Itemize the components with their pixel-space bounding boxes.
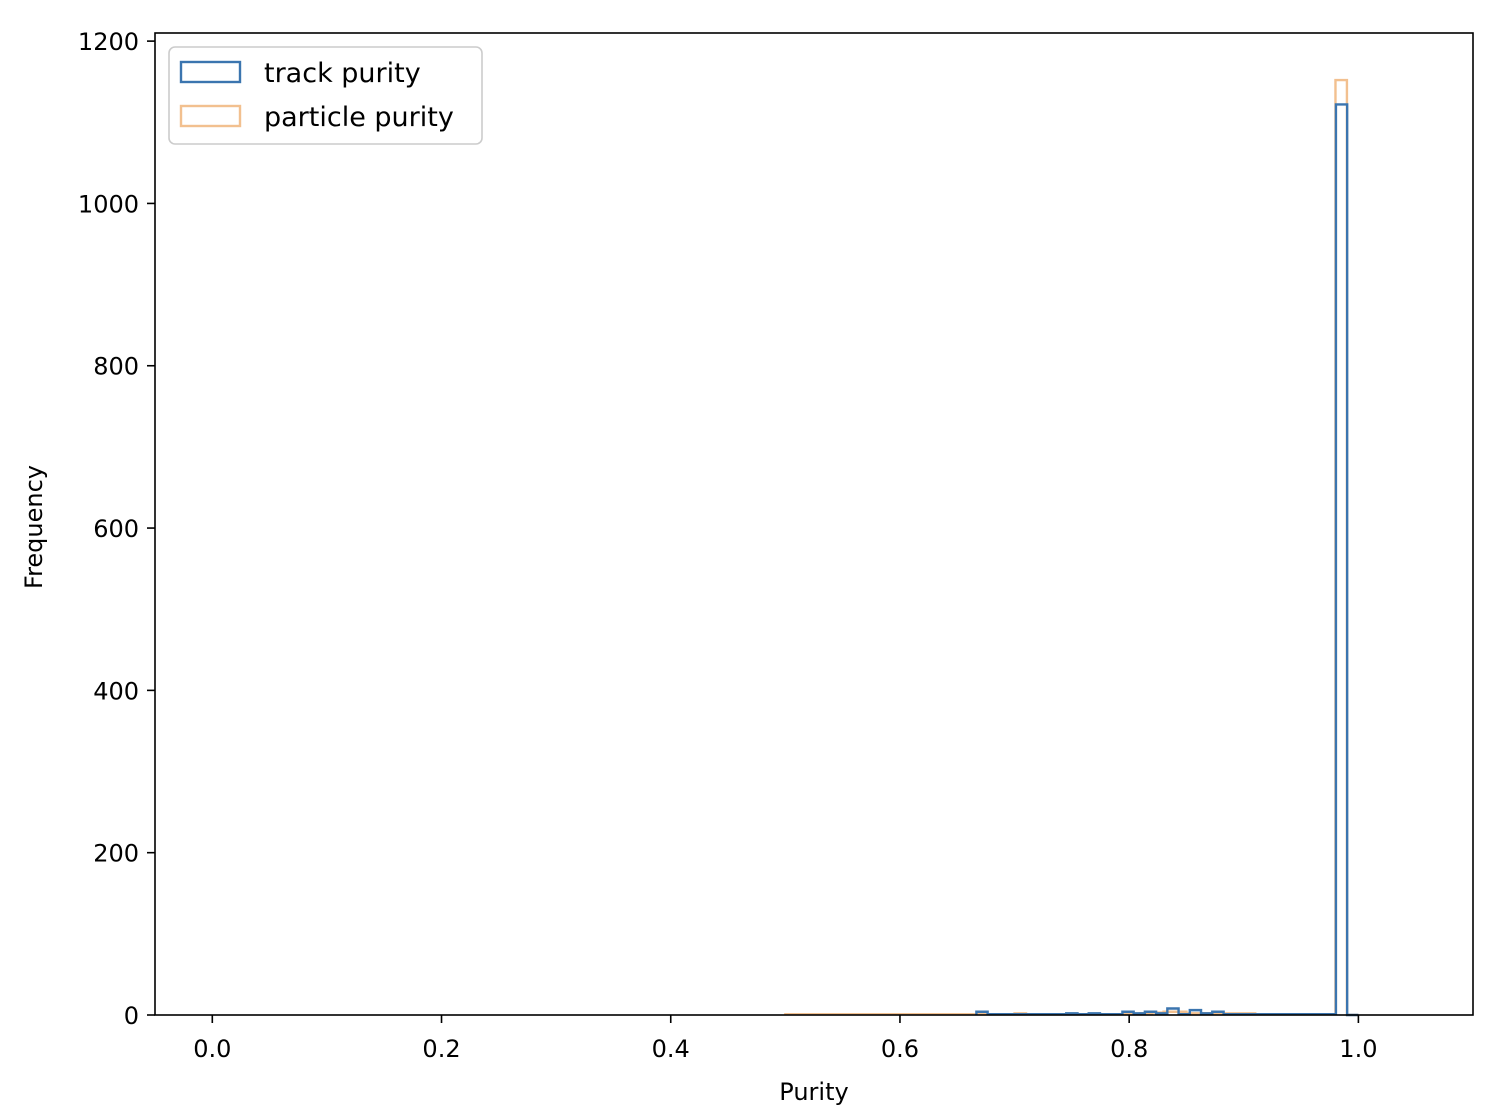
y-tick-label: 800: [93, 353, 139, 381]
plot-area: [155, 33, 1473, 1015]
legend: track purity particle purity: [168, 46, 483, 145]
y-axis-title: Frequency: [20, 465, 48, 589]
y-tick-label: 200: [93, 840, 139, 868]
x-axis-title: Purity: [779, 1078, 848, 1106]
histogram-bin-track-purity: [1336, 104, 1347, 1015]
histogram-bin-track-purity: [1167, 1009, 1178, 1015]
x-tick-label: 0.4: [652, 1035, 690, 1063]
y-tick-label: 400: [93, 677, 139, 705]
histogram-series-layer: [784, 78, 1359, 1017]
x-tick-label: 0.8: [1110, 1035, 1148, 1063]
x-tick-label: 0.6: [881, 1035, 919, 1063]
histogram-outline-track-purity: [975, 103, 1359, 1017]
legend-label-particle-purity: particle purity: [264, 102, 454, 133]
legend-label-track-purity: track purity: [264, 58, 421, 89]
legend-swatch-particle-purity: [179, 104, 242, 128]
y-tick-label: 600: [93, 515, 139, 543]
x-tick-label: 0.2: [422, 1035, 460, 1063]
x-tick-label: 0.0: [193, 1035, 231, 1063]
series-track-purity: [975, 103, 1359, 1017]
x-tick-label: 1.0: [1339, 1035, 1377, 1063]
y-tick-label: 1200: [78, 28, 139, 56]
axes-frame: [154, 32, 1474, 1016]
y-axis-ticks: 0 200 400 600 800 1000 1200: [78, 28, 155, 1030]
y-tick-label: 1000: [78, 190, 139, 218]
legend-frame: [168, 46, 483, 145]
legend-swatch-track-purity: [179, 60, 242, 84]
y-tick-label: 0: [124, 1002, 139, 1030]
x-axis-ticks: 0.0 0.2 0.4 0.6 0.8 1.0: [193, 1015, 1377, 1063]
